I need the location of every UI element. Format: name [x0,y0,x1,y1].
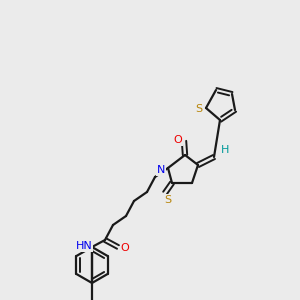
Text: H: H [221,145,229,155]
Text: S: S [195,104,203,114]
Text: O: O [174,135,182,145]
Text: O: O [121,243,129,253]
Text: HN: HN [76,241,92,251]
Text: N: N [157,165,165,175]
Text: S: S [164,195,172,205]
